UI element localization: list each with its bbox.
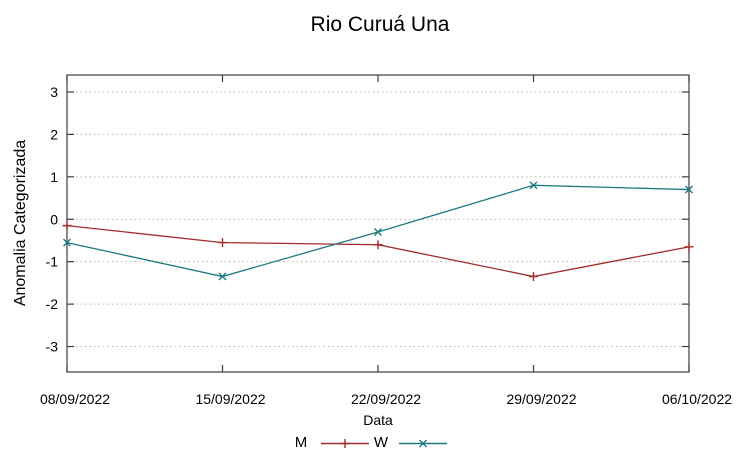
y-tick-label: 1	[50, 169, 58, 185]
marker-cross-w	[374, 227, 382, 236]
legend-sample-marker-m	[340, 438, 350, 448]
legend-sample-marker-w	[419, 439, 427, 447]
y-tick-label: -1	[46, 254, 59, 270]
y-tick-label: -2	[46, 296, 59, 312]
x-tick-label: 22/09/2022	[351, 391, 421, 407]
legend-label-m: M	[294, 434, 308, 451]
y-axis-title: Anomalia Categorizada	[12, 139, 29, 307]
marker-cross-w	[529, 181, 538, 190]
marker-plus-m	[62, 221, 72, 231]
x-tick-label: 15/09/2022	[195, 391, 265, 407]
x-axis-title: Data	[363, 412, 393, 428]
y-tick-label: 0	[50, 211, 58, 227]
y-tick-label: 2	[50, 126, 58, 142]
series-line-m	[66, 224, 690, 278]
legend-line-w-icon	[399, 439, 447, 447]
marker-plus-m	[218, 238, 227, 248]
series-line-w	[66, 184, 690, 278]
y-tick-label: 3	[50, 84, 58, 100]
x-tick-label: 06/10/2022	[662, 391, 732, 407]
x-tick-label: 08/09/2022	[40, 391, 110, 407]
y-tick-label: -3	[46, 339, 59, 355]
chart-title: Rio Curuá Una	[310, 13, 450, 36]
legend-label-w: W	[373, 434, 389, 451]
marker-cross-w	[685, 185, 693, 194]
marker-plus-m	[373, 240, 383, 250]
marker-cross-w	[63, 238, 71, 247]
marker-plus-m	[684, 242, 694, 252]
plot-border	[66, 74, 690, 373]
x-tick-label: 29/09/2022	[506, 391, 576, 407]
legend: M W	[289, 435, 447, 451]
marker-cross-w	[218, 272, 227, 281]
legend-line-m-icon	[321, 438, 369, 448]
marker-plus-m	[529, 272, 538, 282]
